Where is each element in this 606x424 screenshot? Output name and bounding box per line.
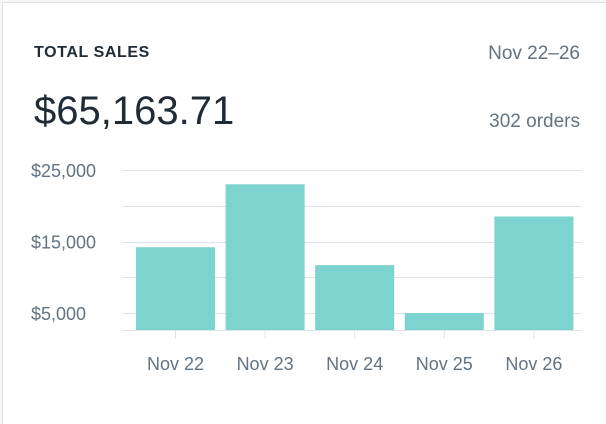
card-title: TOTAL SALES (34, 44, 150, 61)
x-tick-label: Nov 23 (237, 354, 294, 374)
orders-count: 302 orders (489, 111, 580, 132)
bar (136, 247, 215, 330)
y-tick-label: $25,000 (31, 161, 96, 181)
y-tick-label: $5,000 (31, 304, 86, 324)
x-tick-label: Nov 24 (326, 354, 383, 374)
x-tick-label: Nov 26 (505, 354, 562, 374)
bar (315, 265, 395, 330)
bar (404, 313, 484, 330)
y-tick-label: $15,000 (31, 233, 96, 253)
bar (225, 184, 305, 330)
x-tick-label: Nov 22 (147, 354, 204, 374)
x-tick-label: Nov 25 (416, 354, 473, 374)
total-sales-value: $65,163.71 (34, 89, 235, 133)
date-range: Nov 22–26 (488, 43, 580, 64)
bar (494, 216, 574, 330)
